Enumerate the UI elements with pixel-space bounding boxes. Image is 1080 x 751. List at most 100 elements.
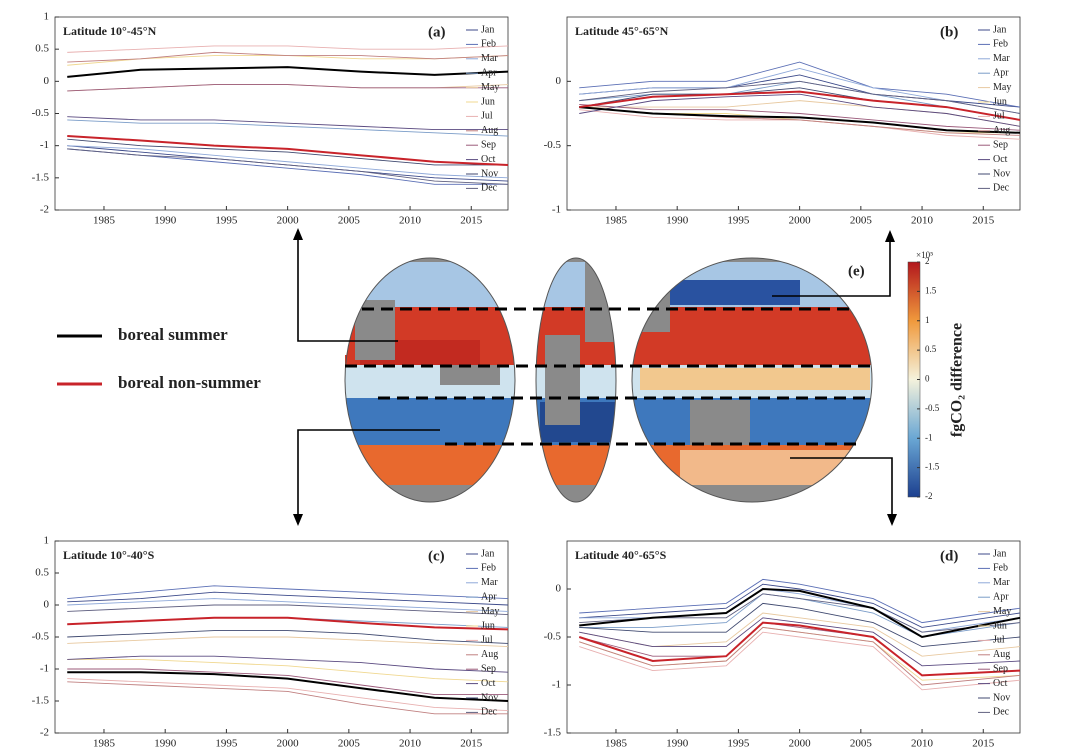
y-tick-label: -1 — [40, 663, 49, 675]
y-tick-label: -1.5 — [32, 695, 50, 707]
legend-label: Nov — [481, 168, 498, 179]
month-line — [67, 598, 509, 612]
colorbar-tick-label: 2 — [925, 256, 930, 266]
colorbar-tick-label: -1 — [925, 432, 933, 442]
legend-label: Aug — [481, 125, 498, 136]
panel-label: (b) — [940, 24, 958, 40]
x-tick-label: 1985 — [605, 215, 628, 227]
month-line — [579, 61, 1021, 108]
x-tick-label: 1990 — [666, 215, 689, 227]
panel: -1.5 -1 -0.5 0 1985 1990 1995 2000 2005 2010 2015 J… — [544, 540, 1021, 750]
month-line — [67, 145, 509, 179]
legend-label: Aug — [993, 125, 1010, 136]
y-tick-label: 0 — [556, 75, 562, 87]
summer-line — [579, 587, 1021, 639]
x-tick-label: 2005 — [850, 738, 873, 750]
month-line — [67, 591, 509, 606]
month-line — [579, 578, 1021, 624]
x-tick-label: 1995 — [727, 215, 750, 227]
panel: -2 -1.5 -1 -0.5 0 0.5 1 1985 1990 1995 2000 2005 201… — [32, 535, 509, 750]
x-tick-label: 2005 — [850, 215, 873, 227]
month-line — [67, 138, 508, 166]
legend-label: Jun — [481, 620, 495, 631]
x-tick-label: 2015 — [972, 215, 995, 227]
x-tick-label: 1990 — [666, 738, 689, 750]
x-tick-label: 2000 — [789, 215, 812, 227]
y-tick-label: -0.5 — [544, 631, 562, 643]
month-line — [67, 51, 509, 63]
legend-label: Mar — [993, 577, 1010, 588]
y-tick-label: 1 — [44, 535, 50, 547]
x-tick-label: 2010 — [911, 215, 934, 227]
x-tick-label: 1990 — [154, 738, 177, 750]
y-tick-label: -0.5 — [32, 107, 50, 119]
legend-label: Nov — [993, 692, 1010, 703]
legend-label: Nov — [481, 692, 498, 703]
x-tick-label: 2010 — [399, 738, 422, 750]
legend-label: May — [481, 606, 499, 617]
legend-label: Jan — [993, 24, 1006, 35]
non-summer-line — [67, 135, 509, 166]
legend-label: Apr — [993, 67, 1009, 78]
legend-label: Apr — [481, 67, 497, 78]
y-tick-label: 0 — [44, 599, 50, 611]
y-tick-label: 0 — [44, 75, 50, 87]
x-tick-label: 2010 — [399, 215, 422, 227]
x-tick-label: 2015 — [972, 738, 995, 750]
x-tick-label: 2015 — [460, 738, 483, 750]
x-tick-label: 2010 — [911, 738, 934, 750]
x-tick-label: 1995 — [727, 738, 750, 750]
month-line — [67, 119, 509, 137]
x-tick-label: 1995 — [215, 738, 238, 750]
panel-title: Latitude 40°-65°S — [575, 548, 667, 562]
legend-label: Jun — [481, 96, 495, 107]
y-tick-label: -1.5 — [32, 171, 50, 183]
non-summer-line — [578, 621, 1021, 677]
summer-line — [67, 66, 509, 78]
legend-label: Jun — [993, 620, 1007, 631]
y-tick-label: 0.5 — [35, 43, 49, 55]
legend-label: Apr — [481, 591, 497, 602]
summer-line — [579, 106, 1021, 134]
latitude-bands — [345, 307, 870, 446]
x-tick-label: 1995 — [215, 215, 238, 227]
summer-line — [67, 671, 509, 702]
panel-label: (c) — [428, 548, 445, 564]
x-tick-label: 1985 — [605, 738, 628, 750]
legend-label: Dec — [993, 183, 1010, 194]
legend-label: May — [993, 82, 1011, 93]
legend-label: Oct — [481, 154, 496, 165]
x-tick-label: 1985 — [93, 738, 116, 750]
panel: -1 -0.5 0 1985 1990 1995 2000 2005 2010 2015 Jan Fe… — [544, 16, 1021, 227]
y-tick-label: -2 — [40, 727, 49, 739]
map — [345, 258, 872, 502]
month-line — [579, 602, 1021, 648]
month-line — [67, 681, 508, 715]
month-line — [579, 80, 1021, 114]
legend-label: Sep — [481, 139, 496, 150]
legend-label: Mar — [481, 53, 498, 64]
legend-label: Feb — [481, 563, 496, 574]
month-line — [67, 116, 508, 131]
month-line — [579, 104, 1021, 131]
y-tick-label: -0.5 — [32, 631, 50, 643]
month-line — [67, 585, 509, 600]
legend-label: May — [993, 606, 1011, 617]
month-line — [67, 678, 509, 712]
legend-label: Aug — [993, 649, 1010, 660]
x-tick-label: 2000 — [789, 738, 812, 750]
month-line — [67, 636, 509, 648]
month-line — [579, 612, 1021, 657]
legend-label: Jul — [993, 635, 1005, 646]
legend-label: Jul — [481, 635, 493, 646]
month-line — [67, 630, 509, 644]
x-tick-label: 1985 — [93, 215, 116, 227]
month-line — [579, 626, 1021, 686]
y-tick-label: 0 — [556, 583, 562, 595]
colorbar-tick-label: -2 — [925, 491, 933, 501]
legend-label: Dec — [481, 183, 498, 194]
month-line — [67, 658, 509, 683]
x-tick-label: 2015 — [460, 215, 483, 227]
legend-label: Apr — [993, 591, 1009, 602]
